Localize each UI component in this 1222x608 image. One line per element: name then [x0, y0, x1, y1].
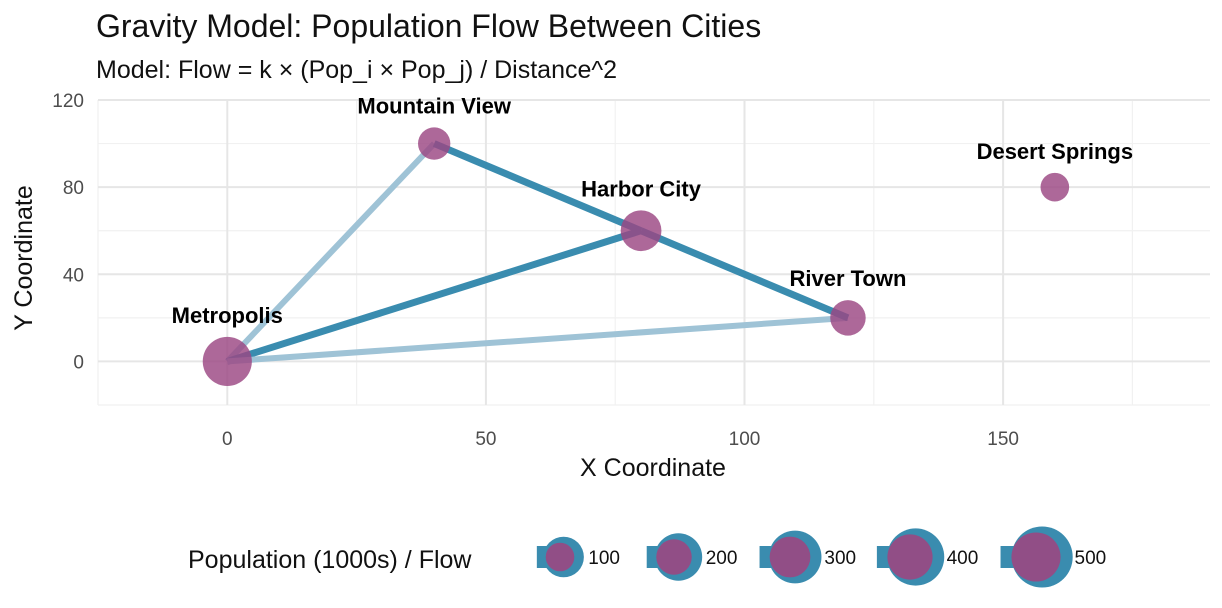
flow-line: [432, 140, 643, 234]
city-point: [830, 300, 866, 336]
city-labels: Metropolis Mountain View Harbor City River …: [172, 93, 1133, 327]
legend-label: 300: [824, 548, 856, 569]
city-label: Metropolis: [172, 303, 283, 328]
legend-label: 500: [1075, 548, 1107, 569]
chart-subtitle: Model: Flow = k × (Pop_i × Pop_j) / Dist…: [96, 56, 618, 84]
flow-line: [227, 314, 849, 365]
legend: Population (1000s) / Flow 100 200 300 400 50…: [188, 526, 1107, 588]
legend-point-key: [1011, 532, 1061, 582]
city-label: Mountain View: [357, 93, 511, 118]
y-tick-label: 40: [63, 265, 84, 286]
city-point: [202, 336, 252, 386]
chart-title: Gravity Model: Population Flow Between C…: [96, 8, 762, 44]
y-tick-label: 80: [63, 178, 84, 199]
legend-label: 200: [706, 548, 738, 569]
legend-title: Population (1000s) / Flow: [188, 546, 472, 574]
legend-point-key: [887, 534, 933, 580]
flow-line: [639, 227, 850, 322]
city-label: Harbor City: [581, 176, 702, 201]
x-tick-label: 0: [222, 429, 233, 450]
y-axis-title: Y Coordinate: [10, 185, 38, 330]
legend-point-key: [769, 536, 811, 578]
city-label: River Town: [789, 266, 906, 291]
x-tick-label: 150: [987, 429, 1019, 450]
y-tick-label: 0: [73, 352, 84, 373]
flow-line: [225, 141, 437, 364]
flow-line: [226, 227, 643, 365]
city-label: Desert Springs: [977, 139, 1134, 164]
legend-point-key: [656, 539, 692, 575]
city-point: [620, 210, 662, 252]
city-points: [202, 127, 1070, 386]
flow-lines: [225, 140, 850, 365]
city-point: [1040, 172, 1070, 202]
axis-ticks: 0 50 100 150 0 40 80 120: [52, 91, 1019, 450]
legend-label: 400: [947, 548, 979, 569]
x-tick-label: 100: [729, 429, 761, 450]
y-tick-label: 120: [52, 91, 84, 112]
legend-label: 100: [588, 548, 620, 569]
x-tick-label: 50: [475, 429, 496, 450]
legend-point-key: [545, 542, 575, 572]
x-axis-title: X Coordinate: [580, 454, 726, 482]
city-point: [418, 127, 451, 160]
